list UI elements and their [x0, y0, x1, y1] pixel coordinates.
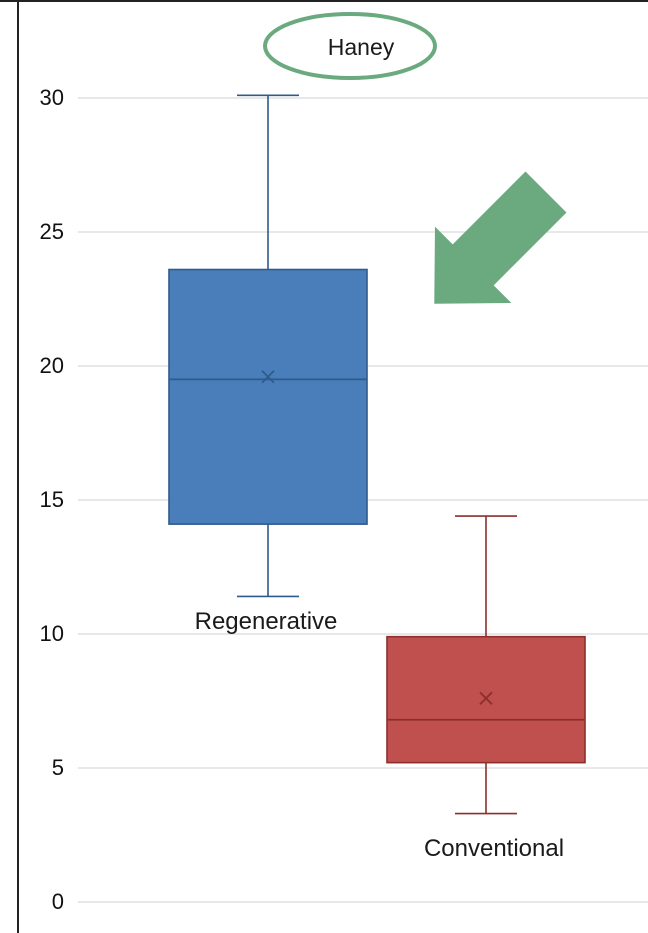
mean-marker — [479, 691, 493, 705]
down-left-arrow-icon — [434, 171, 567, 304]
mean-marker — [261, 370, 275, 384]
title-highlight-ellipse — [263, 12, 437, 80]
iqr-box — [168, 268, 368, 525]
chart-title: Haney — [328, 34, 395, 60]
y-tick-label: 25 — [40, 219, 64, 244]
iqr-box — [386, 635, 586, 764]
y-tick-label: 30 — [40, 85, 64, 110]
boxes — [168, 94, 586, 815]
annotation-arrow — [434, 171, 567, 304]
category-label-conventional: Conventional — [424, 835, 564, 862]
y-tick-label: 10 — [40, 621, 64, 646]
box-regenerative — [168, 94, 368, 598]
category-labels: Regenerative Conventional — [195, 608, 564, 862]
y-tick-labels: 0 5 10 15 20 25 30 — [40, 85, 64, 914]
category-label-regenerative: Regenerative — [195, 608, 338, 635]
y-tick-label: 5 — [52, 755, 64, 780]
y-tick-label: 0 — [52, 889, 64, 914]
y-tick-label: 20 — [40, 353, 64, 378]
box-conventional — [386, 515, 586, 815]
y-tick-label: 15 — [40, 487, 64, 512]
title-group: Haney — [263, 12, 437, 80]
